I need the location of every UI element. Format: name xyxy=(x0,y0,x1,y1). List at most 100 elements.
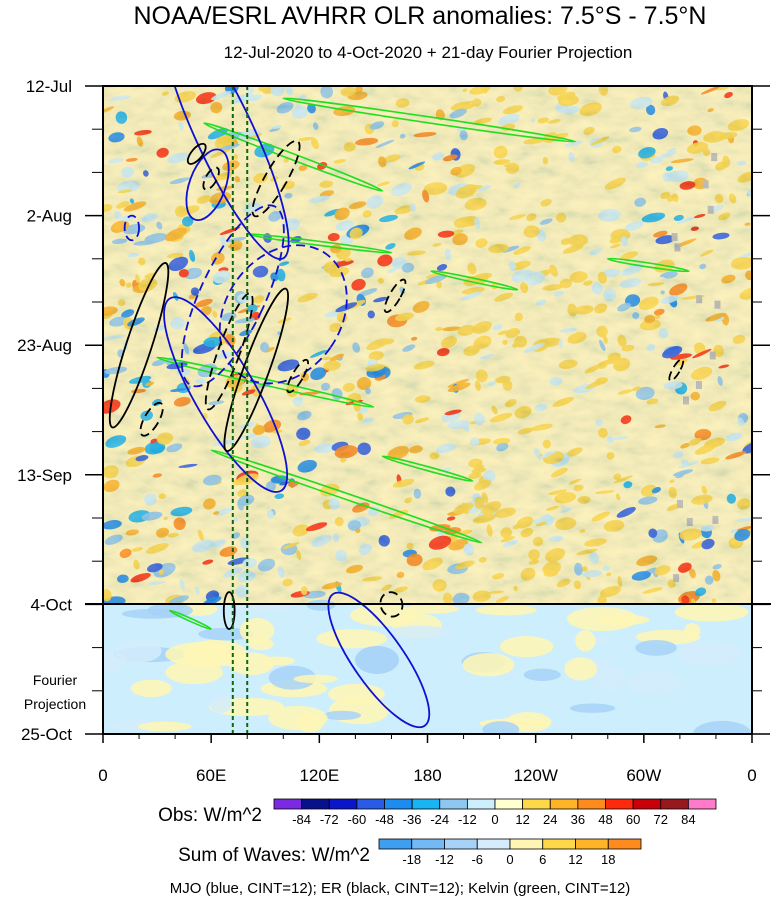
kelvin-contour xyxy=(381,455,474,482)
colorbar-tick-label: 84 xyxy=(681,812,695,827)
projection-blob xyxy=(260,656,296,666)
colorbar-cell xyxy=(466,798,496,810)
y-tick-label: 4-Oct xyxy=(30,595,72,614)
colorbar-tick-label: 48 xyxy=(598,812,612,827)
er-contour xyxy=(139,401,164,437)
y-tick-label: 2-Aug xyxy=(27,207,72,226)
colorbar-tick-label: 18 xyxy=(601,852,615,867)
colorbar-cell xyxy=(542,838,576,850)
mjo-contour xyxy=(180,204,285,388)
projection-blob xyxy=(322,710,362,720)
axes: 0 60E 120E 180 120W 60W 0 12-Jul 2-Aug 23-Aug 13-S… xyxy=(17,77,770,785)
projection-blob xyxy=(679,640,743,666)
colorbar-tick-label: -18 xyxy=(402,852,421,867)
colorbar-tick-label: 0 xyxy=(506,852,513,867)
y-tick-label: 23-Aug xyxy=(17,336,72,355)
colorbar-tick-label: -48 xyxy=(375,812,394,827)
projection-blob xyxy=(228,652,275,676)
colorbar-tick-label: 6 xyxy=(539,852,546,867)
colorbar-cell xyxy=(607,838,642,850)
colorbar-cell xyxy=(605,798,634,810)
chart-title: NOAA/ESRL AVHRR OLR anomalies: 7.5°S - 7… xyxy=(134,2,707,30)
projection-blob xyxy=(462,653,515,677)
x-tick-label: 0 xyxy=(98,766,107,785)
projection-blob xyxy=(316,629,388,649)
waves-colorbar: -18 -12 -6 0 6 12 18 xyxy=(378,838,642,867)
x-tick-label: 120E xyxy=(299,766,339,785)
er-contour xyxy=(668,358,685,382)
x-tick-label: 60E xyxy=(196,766,226,785)
er-contour xyxy=(286,358,309,394)
x-tick-label: 60W xyxy=(626,766,661,785)
projection-blob xyxy=(306,599,336,611)
y-tick-label: 25-Oct xyxy=(21,725,72,744)
projection-blob xyxy=(591,665,626,691)
projection-blob xyxy=(627,669,682,695)
colorbar-cell xyxy=(660,798,689,810)
projection-blob xyxy=(165,641,237,667)
er-contour xyxy=(204,292,254,411)
projection-label-line2: Projection xyxy=(24,696,86,712)
projection-blob xyxy=(383,625,455,639)
er-contour xyxy=(108,262,170,429)
colorbar-tick-label: 60 xyxy=(626,812,640,827)
projection-blob xyxy=(475,604,537,616)
waves-colorbar-label: Sum of Waves: W/m^2 xyxy=(178,845,370,866)
kelvin-contour xyxy=(168,609,212,630)
projection-blob xyxy=(384,726,429,734)
mjo-contour xyxy=(123,214,140,242)
projection-blob xyxy=(564,657,597,681)
projection-blob xyxy=(635,639,677,656)
colorbar-tick-label: 0 xyxy=(491,812,498,827)
projection-blob xyxy=(130,679,172,698)
colorbar-cell xyxy=(577,798,606,810)
mjo-contour xyxy=(161,86,290,260)
colorbar-tick-label: 72 xyxy=(654,812,668,827)
kelvin-contour xyxy=(203,122,384,192)
mjo-contour xyxy=(163,296,289,493)
plot-area xyxy=(103,86,752,734)
colorbar-cell xyxy=(384,798,413,810)
er-contour xyxy=(222,591,236,630)
projection-blob xyxy=(165,660,223,685)
colorbar-cell xyxy=(575,838,609,850)
projection-blob xyxy=(248,637,274,651)
projection-blob xyxy=(674,602,749,622)
projection-blob xyxy=(350,604,418,627)
colorbar-tick-label: -12 xyxy=(458,812,477,827)
y-tick-label: 12-Jul xyxy=(26,77,72,96)
er-contour xyxy=(251,139,301,218)
x-tick-label: 120W xyxy=(513,766,557,785)
x-tick-label: 0 xyxy=(747,766,756,785)
mjo-contour xyxy=(185,148,230,221)
colorbar-cell xyxy=(356,798,385,810)
obs-colorbar: -84 -72 -60 -48 -36 -24 -12 0 12 24 36 48 60 72 84 xyxy=(273,798,717,827)
colorbar-cell xyxy=(378,838,413,850)
projection-blob xyxy=(138,721,192,732)
colorbar-tick-label: 12 xyxy=(515,812,529,827)
colorbar-cell xyxy=(476,838,511,850)
colorbar-tick-label: 24 xyxy=(543,812,557,827)
colorbar-tick-label: -36 xyxy=(403,812,422,827)
y-tick-label: 13-Sep xyxy=(17,466,72,485)
colorbar-cell xyxy=(549,798,579,810)
projection-blob xyxy=(293,674,338,684)
er-contour xyxy=(186,142,207,165)
contour-legend: MJO (blue, CINT=12); ER (black, CINT=12)… xyxy=(170,880,631,897)
projection-blob xyxy=(209,694,233,713)
er-contour xyxy=(202,166,220,191)
kelvin-contour xyxy=(210,449,483,544)
colorbar-tick-label: -6 xyxy=(471,852,483,867)
colorbar-tick-label: 36 xyxy=(571,812,585,827)
er-contour xyxy=(223,287,289,453)
projection-blob xyxy=(683,623,701,639)
kelvin-contour xyxy=(282,97,577,143)
projection-label-line1: Fourier xyxy=(33,672,78,688)
projection-blob xyxy=(482,721,520,734)
projection-blob xyxy=(355,645,400,674)
kelvin-contour xyxy=(430,270,519,291)
projection-blob xyxy=(268,705,328,731)
colorbar-cell xyxy=(301,798,330,810)
projection-blob xyxy=(575,630,596,652)
